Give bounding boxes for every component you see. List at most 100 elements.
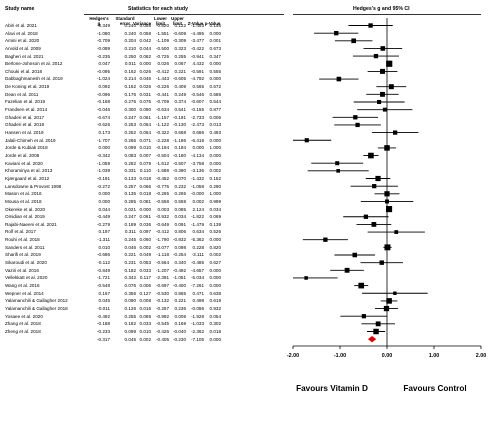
summary-p: 0.000 <box>209 336 222 342</box>
study-row-32-lower: -1.207 <box>155 267 169 273</box>
study-row-26-lower: -0.649 <box>155 221 169 227</box>
study-row-9-g: -0.096 <box>96 91 110 97</box>
study-row-21-name: Lansdowne & Provost 1998 <box>5 183 62 189</box>
study-row-9-p: 0.585 <box>209 91 222 97</box>
summary-g: -0.317 <box>96 336 110 342</box>
study-row-26-g: -0.279 <box>96 221 110 227</box>
study-row-3-var: 0.044 <box>139 45 152 51</box>
study-row-4-var: 0.062 <box>139 53 152 59</box>
point-marker-14 <box>392 130 398 135</box>
study-row-30-var: 0.049 <box>139 252 152 258</box>
study-row-17-p: 0.000 <box>209 152 222 158</box>
study-row-25-upper: 0.034 <box>174 214 187 220</box>
study-row-26-upper: 0.091 <box>174 221 187 227</box>
study-row-28-name: Rouhi et al. 2018 <box>5 237 40 243</box>
point-marker-8 <box>388 84 394 90</box>
study-row-1-var: 0.058 <box>139 30 152 36</box>
study-row-34-var: 0.006 <box>139 283 152 288</box>
study-row-39-name: Zhang et al. 2018 <box>5 321 41 327</box>
study-row-5-upper: 0.067 <box>174 61 187 67</box>
study-row-25-p: 0.069 <box>209 214 222 220</box>
study-row-20-upper: 0.070 <box>174 175 187 181</box>
study-row-31-se: 0.231 <box>124 260 137 266</box>
study-row-33-upper: -1.051 <box>172 275 186 281</box>
study-row-40-z: -2.362 <box>190 328 204 334</box>
statistics-header: Statistics for each study <box>128 6 188 12</box>
study-row-18-z: -3.758 <box>190 160 204 166</box>
study-row-11-se: 0.300 <box>124 107 137 113</box>
study-row-8-z: 0.565 <box>192 84 205 90</box>
study-row-32-se: 0.182 <box>124 267 137 273</box>
column-header-lower: Lower limit <box>154 16 167 26</box>
study-row-38-var: 0.065 <box>139 313 152 319</box>
study-row-27-g: 0.197 <box>98 229 111 235</box>
point-marker-3 <box>380 46 386 51</box>
study-row-13-var: 0.064 <box>139 122 152 128</box>
study-row-19-se: 0.331 <box>124 168 137 174</box>
study-row-37-lower: -0.257 <box>155 305 169 311</box>
point-marker-15 <box>304 138 309 143</box>
study-row-25-se: 0.247 <box>124 214 137 220</box>
study-row-14-p: 0.493 <box>209 130 222 135</box>
point-marker-33 <box>304 276 308 280</box>
study-row-6-lower: -0.412 <box>155 68 169 74</box>
study-row-40-g: -0.233 <box>96 328 110 334</box>
study-row-35-lower: -0.530 <box>155 290 169 296</box>
study-row-39-var: 0.033 <box>139 321 152 327</box>
study-row-29-g: 0.010 <box>98 244 111 250</box>
study-row-23-upper: 0.559 <box>174 198 187 204</box>
study-row-37-upper: 0.236 <box>174 305 187 311</box>
study-row-27-name: Rolf et al. 2017 <box>5 229 36 235</box>
study-row-9-lower: -0.441 <box>155 91 169 97</box>
study-row-35-var: 0.127 <box>139 290 152 296</box>
study-row-7-name: Dabbaghmanesh et al. 2019 <box>5 76 63 82</box>
study-row-20-p: 0.152 <box>209 175 222 181</box>
study-row-4-g: -0.235 <box>96 53 110 59</box>
study-row-15-z: -6.419 <box>190 137 204 143</box>
study-row-19-lower: -1.688 <box>155 168 169 174</box>
study-row-21-upper: 0.232 <box>174 183 187 189</box>
study-row-15-p: 0.000 <box>209 137 222 143</box>
study-row-31-p: 0.627 <box>209 260 222 266</box>
column-header-g: Hedges's g <box>89 16 109 26</box>
study-row-11-name: Frandsen et al. 2014 <box>5 107 48 113</box>
summary-diamond <box>367 335 377 343</box>
study-name-header: Study name <box>5 6 35 12</box>
study-row-33-p: 0.000 <box>209 275 222 281</box>
study-row-27-p: 0.526 <box>209 229 222 235</box>
study-row-19-z: -3.136 <box>190 168 204 174</box>
study-row-7-z: -4.792 <box>190 76 204 82</box>
study-row-24-z: 2.124 <box>192 206 205 212</box>
study-row-19-var: 0.110 <box>139 168 151 174</box>
study-row-6-g: -0.095 <box>96 68 110 74</box>
study-row-13-upper: -0.130 <box>172 122 186 128</box>
study-row-14-g: 0.173 <box>98 130 111 135</box>
study-row-1-name: Alavi et al. 2018 <box>5 30 38 36</box>
study-row-20-var: 0.018 <box>139 175 152 181</box>
study-row-15-var: 0.071 <box>139 137 152 143</box>
point-marker-7 <box>336 76 342 82</box>
study-row-16-upper: 0.194 <box>174 145 187 151</box>
study-row-24-lower: 0.003 <box>157 206 170 212</box>
study-row-16-name: Jorde & Kubiak 2018 <box>5 145 48 151</box>
point-marker-18 <box>335 161 340 166</box>
study-row-12-upper: -0.191 <box>172 114 186 120</box>
study-row-16-z: 0.000 <box>192 145 205 151</box>
study-row-5-se: 0.011 <box>124 61 136 67</box>
study-row-8-p: 0.572 <box>209 84 222 90</box>
study-row-8-name: De Koning et al. 2019 <box>5 84 50 90</box>
study-row-4-p: 0.347 <box>209 53 222 59</box>
statistics-header-rule <box>84 14 284 15</box>
study-row-25-z: -1.822 <box>190 214 204 220</box>
study-row-3-p: 0.673 <box>209 45 222 51</box>
study-row-2-g: -0.709 <box>96 38 110 44</box>
study-row-6-p: 0.555 <box>209 68 222 74</box>
study-row-8-se: 0.162 <box>124 84 137 90</box>
study-row-19-g: -1.039 <box>96 168 110 174</box>
study-row-15-g: -1.707 <box>96 137 110 143</box>
study-row-5-p: 0.000 <box>209 61 222 67</box>
study-row-32-upper: -0.492 <box>172 267 186 273</box>
study-row-15-lower: -2.228 <box>155 137 169 143</box>
study-row-3-z: -0.422 <box>190 45 204 51</box>
study-row-39-upper: 0.169 <box>174 321 187 327</box>
